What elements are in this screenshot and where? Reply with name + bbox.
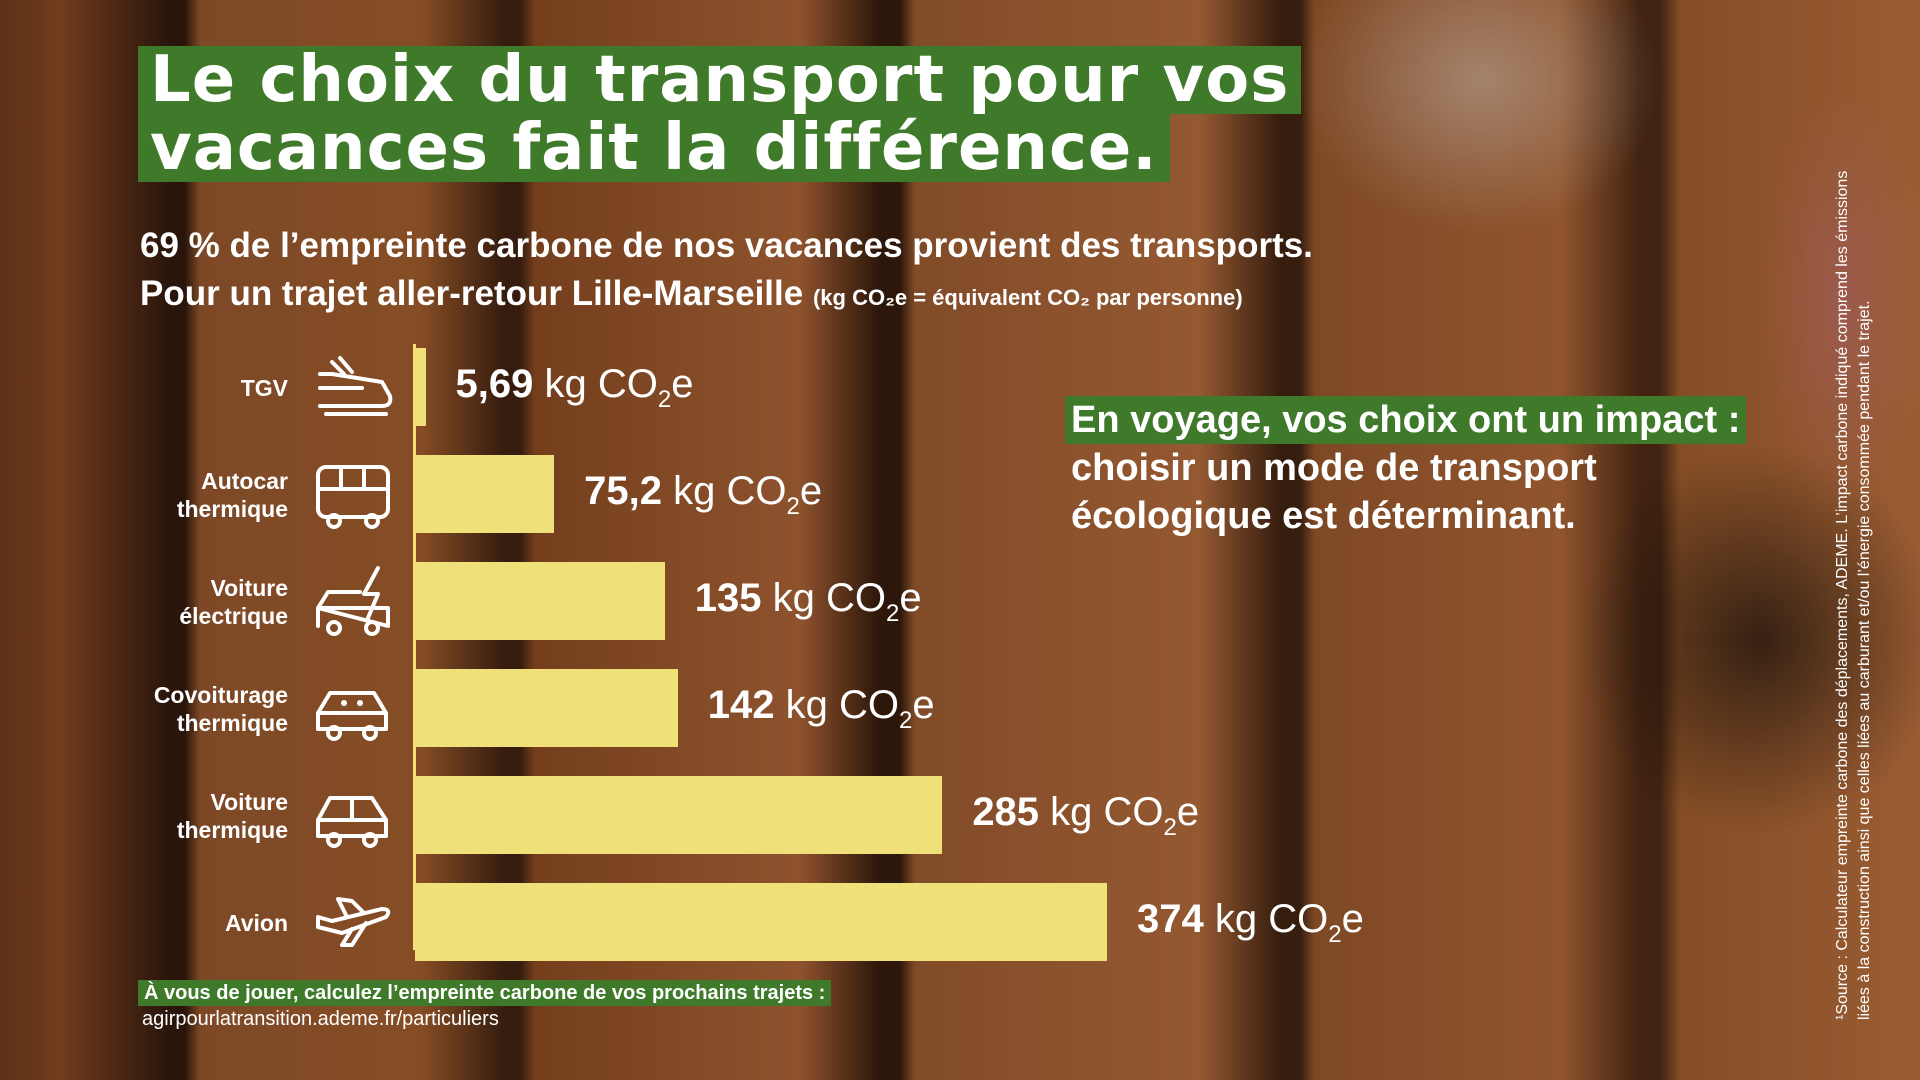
footer-url-link[interactable]: agirpourlatransition.ademe.fr/particulie…: [142, 1008, 499, 1030]
page-title: Le choix du transport pour vos vacances …: [138, 46, 1302, 182]
carpool-icon: [316, 691, 388, 741]
category-label: Voiture électrique: [179, 575, 288, 629]
electric-car-icon: [316, 566, 390, 636]
bar: [415, 562, 665, 640]
subtitle-units-note: (kg CO₂e = équivalent CO₂ par personne): [812, 285, 1243, 310]
train-icon: [318, 356, 393, 416]
category-label: Voiture thermique: [176, 789, 288, 843]
bar-value-label: 135 kg CO2e: [694, 576, 922, 627]
source-line-2: liées à la construction ainsi que celles…: [1856, 300, 1873, 1020]
bar: [415, 455, 555, 533]
bar: [415, 883, 1107, 961]
category-label: Avion: [224, 910, 288, 936]
bar: [415, 776, 943, 854]
bar: [415, 348, 426, 426]
car-icon: [316, 796, 388, 848]
subtitle: 69 % de l’empreinte carbone de nos vacan…: [140, 222, 1313, 322]
subtitle-route: Pour un trajet aller-retour Lille-Marsei…: [140, 274, 804, 313]
subtitle-line-1: 69 % de l’empreinte carbone de nos vacan…: [140, 226, 1313, 265]
title-line-1: Le choix du transport pour vos: [138, 46, 1302, 114]
chart-axis-line: [413, 344, 416, 950]
bar-value-label: 5,69 kg CO2e: [455, 362, 694, 413]
callout-highlight: En voyage, vos choix ont un impact :: [1065, 396, 1747, 444]
category-label: Covoiturage thermique: [153, 682, 288, 736]
footer-cta: À vous de jouer, calculez l’empreinte ca…: [138, 980, 832, 1006]
bar-value-label: 75,2 kg CO2e: [584, 469, 823, 520]
subtitle-line-2: Pour un trajet aller-retour Lille-Marsei…: [140, 270, 1313, 322]
bar: [415, 669, 678, 747]
bar-value-label: 285 kg CO2e: [972, 790, 1200, 841]
category-label: TGV: [240, 375, 288, 401]
plane-icon: [316, 897, 391, 947]
callout-line-2: choisir un mode de transport: [1071, 447, 1597, 489]
source-note: ¹Source : Calculateur empreinte carbone …: [1832, 60, 1876, 1020]
bar-value-label: 374 kg CO2e: [1137, 897, 1364, 948]
callout-line-3: écologique est déterminant.: [1071, 495, 1576, 537]
bar-value-label: 142 kg CO2e: [707, 683, 935, 734]
source-line-1: ¹Source : Calculateur empreinte carbone …: [1834, 170, 1851, 1020]
title-line-2: vacances fait la différence.: [138, 114, 1170, 182]
bus-icon: [316, 465, 390, 529]
footer: À vous de jouer, calculez l’empreinte ca…: [138, 980, 832, 1032]
category-label: Autocar thermique: [176, 468, 288, 522]
callout: En voyage, vos choix ont un impact : cho…: [1065, 396, 1747, 540]
